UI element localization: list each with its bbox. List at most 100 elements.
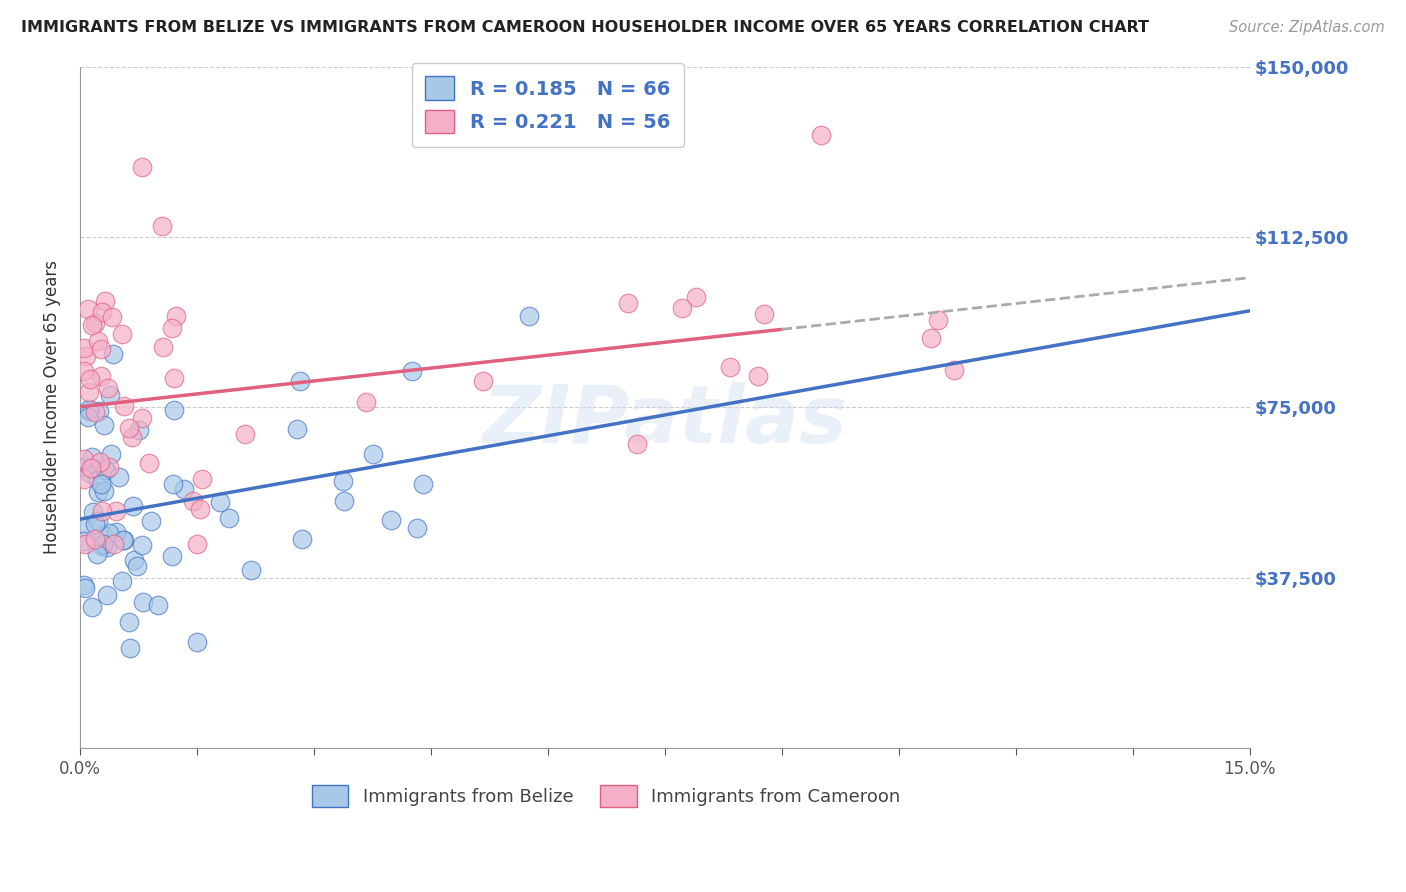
Point bbox=[82, 450, 104, 464]
Point bbox=[104, 504, 127, 518]
Point bbox=[73, 520, 96, 534]
Point bbox=[86, 334, 108, 349]
Point bbox=[73, 472, 96, 486]
Point bbox=[91, 305, 114, 319]
Point bbox=[77, 301, 100, 316]
Point bbox=[86, 514, 108, 528]
Point bbox=[79, 372, 101, 386]
Point bbox=[412, 476, 434, 491]
Point bbox=[77, 402, 100, 417]
Point bbox=[181, 493, 204, 508]
Point bbox=[118, 421, 141, 435]
Point bbox=[101, 347, 124, 361]
Point bbox=[208, 494, 231, 508]
Point bbox=[139, 515, 162, 529]
Point bbox=[93, 483, 115, 498]
Point bbox=[73, 534, 96, 549]
Point bbox=[401, 364, 423, 378]
Point bbox=[91, 503, 114, 517]
Text: ZIPatlas: ZIPatlas bbox=[482, 382, 848, 460]
Point bbox=[77, 385, 100, 400]
Point bbox=[148, 598, 170, 612]
Point bbox=[84, 316, 107, 330]
Point bbox=[93, 537, 115, 551]
Point bbox=[218, 510, 240, 524]
Point bbox=[73, 578, 96, 592]
Point bbox=[101, 310, 124, 324]
Point bbox=[332, 493, 354, 508]
Point bbox=[131, 411, 153, 425]
Text: Source: ZipAtlas.com: Source: ZipAtlas.com bbox=[1229, 20, 1385, 35]
Point bbox=[96, 540, 118, 554]
Point bbox=[73, 341, 96, 355]
Point bbox=[94, 463, 117, 477]
Point bbox=[84, 532, 107, 546]
Point bbox=[94, 293, 117, 308]
Point bbox=[93, 417, 115, 432]
Point bbox=[75, 581, 97, 595]
Point bbox=[96, 463, 118, 477]
Point bbox=[162, 549, 184, 563]
Point bbox=[91, 539, 114, 553]
Legend: Immigrants from Belize, Immigrants from Cameroon: Immigrants from Belize, Immigrants from … bbox=[305, 778, 907, 814]
Point bbox=[472, 374, 495, 388]
Point bbox=[77, 404, 100, 418]
Point bbox=[73, 460, 96, 475]
Point bbox=[150, 219, 173, 234]
Point bbox=[90, 342, 112, 356]
Point bbox=[173, 483, 195, 497]
Point bbox=[191, 472, 214, 486]
Point bbox=[291, 532, 314, 546]
Point bbox=[920, 330, 942, 344]
Point bbox=[332, 474, 354, 488]
Point bbox=[152, 340, 174, 354]
Point bbox=[747, 368, 769, 383]
Point bbox=[86, 547, 108, 561]
Point bbox=[97, 459, 120, 474]
Point bbox=[406, 521, 429, 535]
Point bbox=[354, 395, 377, 409]
Point bbox=[108, 470, 131, 484]
Point bbox=[240, 563, 263, 577]
Point bbox=[80, 599, 103, 614]
Point bbox=[90, 369, 112, 384]
Point bbox=[810, 128, 832, 142]
Point bbox=[288, 374, 311, 388]
Point bbox=[752, 308, 775, 322]
Point bbox=[111, 574, 134, 588]
Point bbox=[73, 452, 96, 467]
Point bbox=[118, 641, 141, 656]
Point bbox=[121, 430, 143, 444]
Point bbox=[112, 399, 135, 413]
Point bbox=[160, 321, 183, 335]
Point bbox=[927, 312, 949, 326]
Point bbox=[361, 447, 384, 461]
Point bbox=[162, 477, 184, 491]
Point bbox=[626, 437, 648, 451]
Point bbox=[90, 477, 112, 491]
Point bbox=[671, 301, 693, 315]
Point bbox=[98, 388, 121, 402]
Point bbox=[233, 427, 256, 442]
Point bbox=[188, 502, 211, 516]
Point bbox=[73, 364, 96, 378]
Point bbox=[96, 588, 118, 602]
Point bbox=[104, 525, 127, 540]
Point bbox=[517, 310, 540, 324]
Point bbox=[685, 290, 707, 304]
Point bbox=[163, 371, 186, 385]
Point bbox=[122, 553, 145, 567]
Point bbox=[75, 536, 97, 550]
Point bbox=[97, 381, 120, 395]
Point bbox=[87, 473, 110, 487]
Point bbox=[131, 538, 153, 552]
Point bbox=[111, 533, 134, 547]
Point bbox=[79, 460, 101, 475]
Point bbox=[97, 526, 120, 541]
Point bbox=[285, 422, 308, 436]
Point bbox=[82, 318, 104, 332]
Point bbox=[380, 513, 402, 527]
Point bbox=[165, 309, 187, 323]
Point bbox=[128, 423, 150, 437]
Point bbox=[121, 499, 143, 513]
